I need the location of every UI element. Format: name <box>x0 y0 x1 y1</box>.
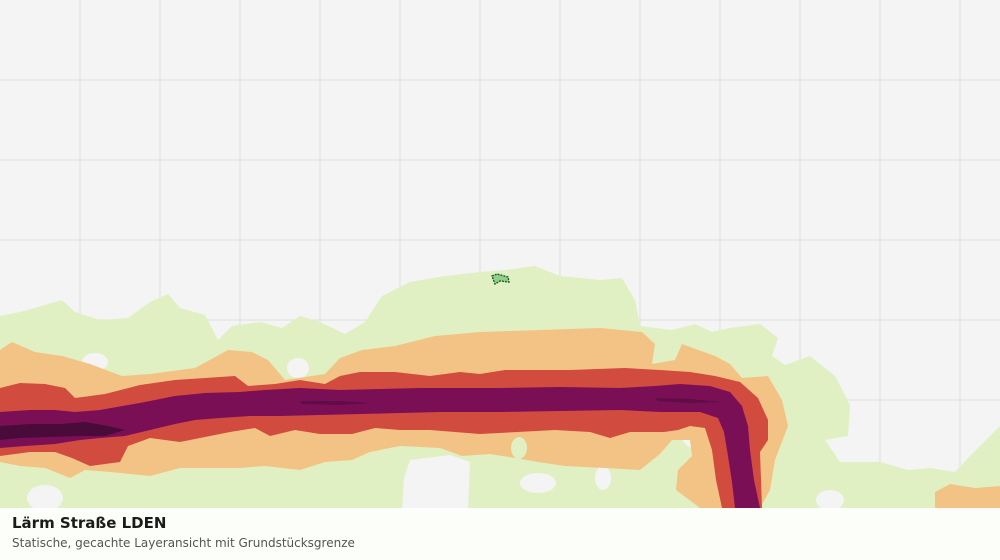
noise-band-5 <box>0 422 125 440</box>
noise-band-5-streak <box>300 401 372 405</box>
layer-title: Lärm Straße LDEN <box>12 514 167 532</box>
parcel-boundary-icon[interactable] <box>491 273 510 286</box>
layer-caption: Lärm Straße LDEN Statische, gecachte Lay… <box>0 508 1000 560</box>
noise-band-1-holes <box>27 353 844 511</box>
noise-band-5-streak-east <box>655 398 722 403</box>
layer-subtitle: Statische, gecachte Layeransicht mit Gru… <box>12 536 355 550</box>
noise-band-4 <box>0 384 760 508</box>
noise-band-2-east <box>935 484 1000 510</box>
